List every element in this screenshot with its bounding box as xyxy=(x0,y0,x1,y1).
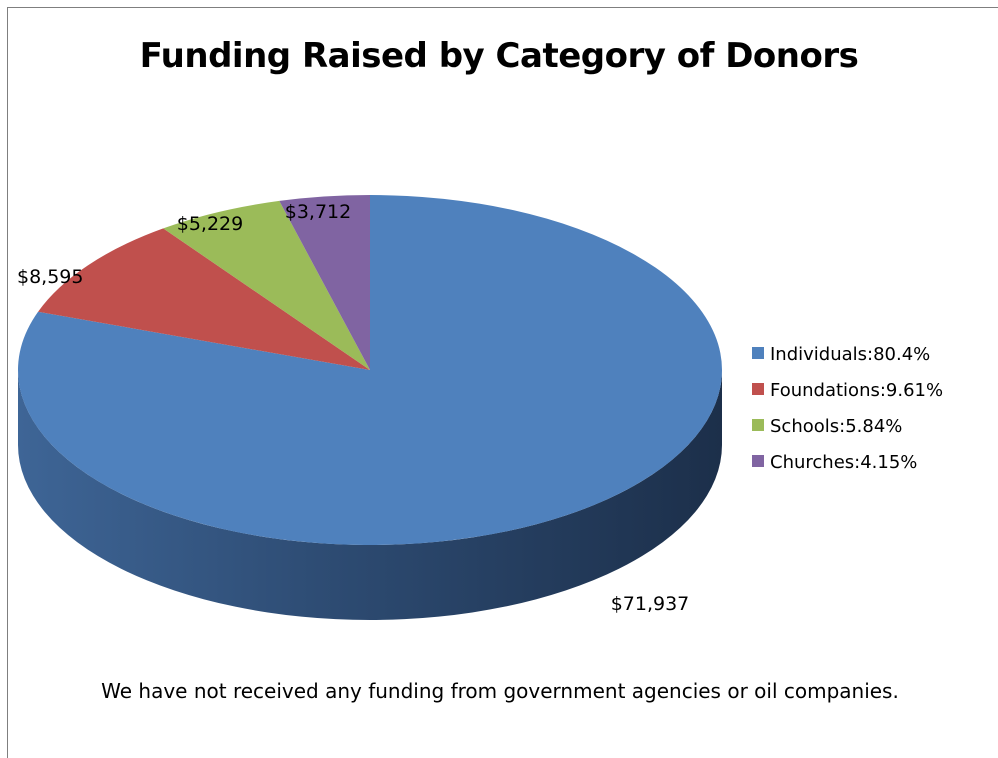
pie-tops xyxy=(17,195,722,545)
pie-sides xyxy=(18,370,722,620)
pie-slice-churches xyxy=(279,195,370,370)
legend-label: Foundations:9.61% xyxy=(770,380,944,401)
legend: Individuals:80.4% Foundations:9.61% School… xyxy=(752,343,992,487)
chart-frame xyxy=(7,7,998,758)
pie-slice-foundations xyxy=(38,228,370,370)
legend-swatch-churches xyxy=(752,455,764,467)
data-label-individuals: $71,937 xyxy=(611,593,690,615)
data-label-churches: $3,712 xyxy=(285,201,351,223)
chart-title: Funding Raised by Category of Donors xyxy=(139,36,859,76)
legend-item-schools: Schools:5.84% xyxy=(752,415,992,451)
pie-slice-schools xyxy=(163,200,370,370)
pie-slice-individuals xyxy=(17,195,722,545)
legend-swatch-schools xyxy=(752,419,764,431)
legend-swatch-individuals xyxy=(752,347,764,359)
pie-labels: $71,937 $8,595 $5,229 $3,712 xyxy=(17,201,689,615)
legend-label: Schools:5.84% xyxy=(770,416,903,437)
legend-label: Individuals:80.4% xyxy=(770,344,931,365)
legend-item-individuals: Individuals:80.4% xyxy=(752,343,992,379)
data-label-foundations: $8,595 xyxy=(17,266,83,288)
legend-label: Churches:4.15% xyxy=(770,452,918,473)
legend-swatch-foundations xyxy=(752,383,764,395)
footnote: We have not received any funding from go… xyxy=(101,679,899,703)
legend-item-foundations: Foundations:9.61% xyxy=(752,379,992,415)
legend-item-churches: Churches:4.15% xyxy=(752,451,992,487)
data-label-schools: $5,229 xyxy=(177,213,243,235)
pie-side-individuals xyxy=(18,370,722,620)
